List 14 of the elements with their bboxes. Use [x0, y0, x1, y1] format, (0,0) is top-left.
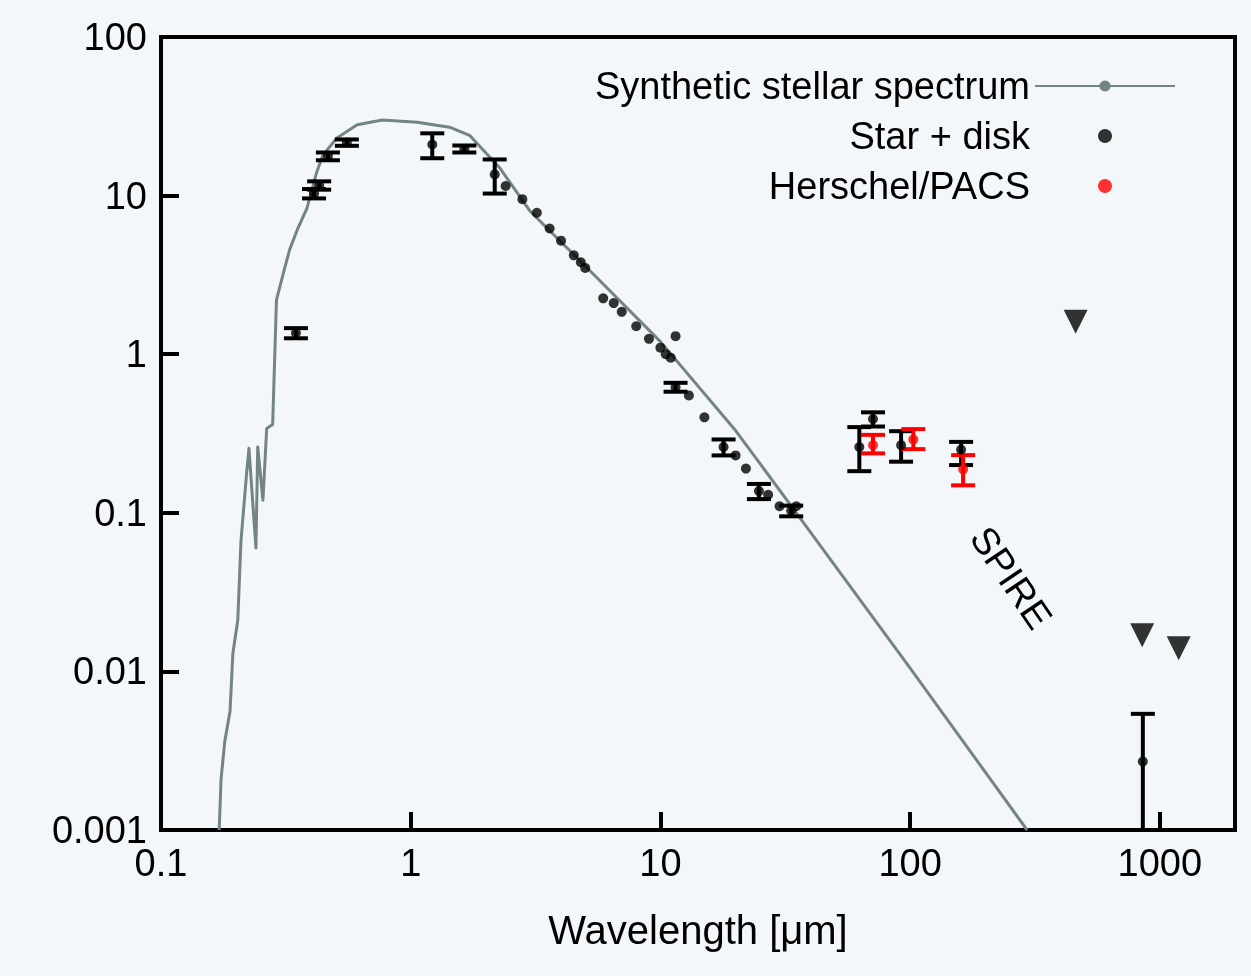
y-tick-label: 10 [104, 174, 147, 217]
legend-label: Synthetic stellar spectrum [594, 65, 1030, 107]
y-tick-label: 100 [83, 16, 147, 58]
y-tick-label: 0.1 [94, 491, 147, 534]
y-tick-label: 1 [125, 333, 147, 376]
x-tick-label: 1 [400, 842, 422, 884]
legend-label: Herschel/PACS [768, 165, 1030, 207]
x-tick-label: 10 [639, 842, 682, 884]
x-tick-label: 1000 [1117, 842, 1203, 884]
y-tick-label: 0.01 [73, 650, 147, 693]
legend-label: Star + disk [849, 115, 1031, 157]
x-axis-title: Wavelength [μm] [548, 908, 848, 952]
x-tick-label: 0.1 [134, 842, 188, 884]
x-tick-label: 100 [878, 842, 942, 884]
